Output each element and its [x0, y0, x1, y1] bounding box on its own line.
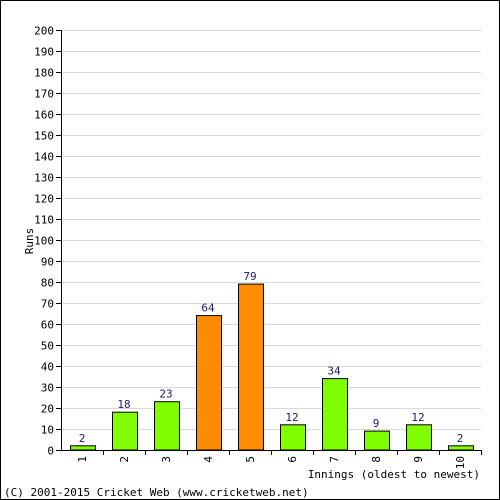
data-labels: 2 18 23 64 79 12 34 9 12 2: [79, 270, 464, 445]
bar-value-label: 79: [243, 270, 256, 283]
x-tick-label: 1: [76, 456, 89, 463]
y-tick-label: 160: [34, 109, 54, 122]
bars: [70, 283, 474, 451]
y-tick-label: 120: [34, 193, 54, 206]
y-tick-label: 180: [34, 67, 54, 80]
bar-value-label: 12: [285, 411, 298, 424]
y-tick-label: 200: [34, 25, 54, 38]
bar: [154, 401, 180, 451]
bar: [280, 424, 306, 451]
x-tick-label: 6: [286, 456, 299, 463]
y-tick-label: 40: [41, 361, 54, 374]
y-tick-label: 110: [34, 214, 54, 227]
x-tick-label: 7: [328, 456, 341, 463]
y-tick-label: 170: [34, 88, 54, 101]
x-tick-label: 2: [118, 456, 131, 463]
bar-value-label: 34: [327, 365, 341, 378]
bar: [112, 411, 138, 451]
y-tick-label: 70: [41, 298, 54, 311]
y-tick-label: 90: [41, 256, 54, 269]
y-tick-label: 10: [41, 424, 54, 437]
y-tick-label: 60: [41, 319, 54, 332]
x-tick-label: 5: [244, 456, 257, 463]
y-tick-label: 50: [41, 340, 54, 353]
x-tick-label: 10: [454, 456, 467, 469]
y-tick-label: 100: [34, 235, 54, 248]
bar: [70, 445, 96, 451]
bar: [238, 283, 264, 451]
bar-value-label: 2: [457, 432, 464, 445]
y-tick-label: 80: [41, 277, 54, 290]
x-tick-label: 9: [412, 456, 425, 463]
x-tick-label: 3: [160, 456, 173, 463]
bar-value-label: 23: [159, 388, 172, 401]
y-tick-label: 130: [34, 172, 54, 185]
copyright-footer: (C) 2001-2015 Cricket Web (www.cricketwe…: [4, 486, 309, 499]
bar: [322, 378, 348, 451]
bar-value-label: 9: [373, 417, 380, 430]
bar: [196, 315, 222, 451]
y-tick-label: 140: [34, 151, 54, 164]
y-tick-label: 30: [41, 382, 54, 395]
y-tick-label: 20: [41, 403, 54, 416]
x-axis-title: Innings (oldest to newest): [308, 468, 480, 481]
x-tick-labels: 1 2 3 4 5 6 7 8 9 10: [76, 456, 467, 470]
bar: [364, 430, 390, 451]
bar-value-label: 64: [201, 302, 215, 315]
x-tick-label: 4: [202, 456, 215, 463]
bar-value-label: 12: [411, 411, 424, 424]
y-axis-title: Runs: [23, 228, 36, 255]
y-tick-label: 190: [34, 46, 54, 59]
bar-value-label: 18: [117, 398, 130, 411]
y-tick-label: 0: [47, 445, 54, 458]
y-tick-labels: 0 10 20 30 40 50 60 70 80 90 100 110 120 130 140 150 160…: [34, 25, 54, 458]
x-tick-label: 8: [370, 456, 383, 463]
bar: [448, 445, 474, 451]
y-tick-label: 150: [34, 130, 54, 143]
bar: [406, 424, 432, 451]
bar-value-label: 2: [79, 432, 86, 445]
